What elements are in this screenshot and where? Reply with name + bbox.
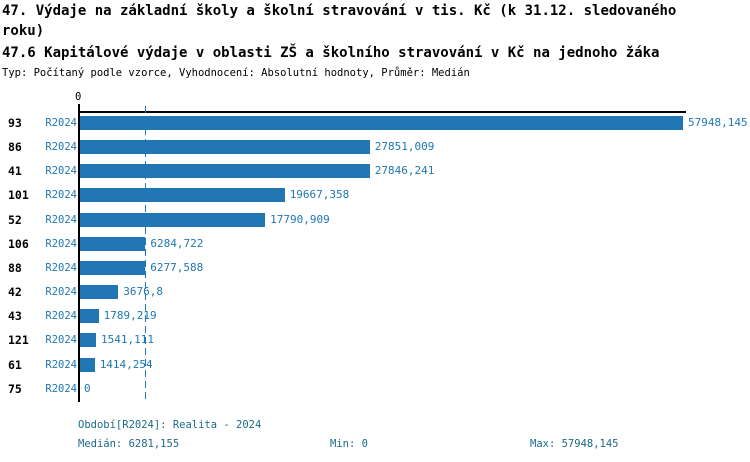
period-label: R2024 — [45, 189, 77, 202]
category-label: 43 — [8, 309, 22, 324]
x-axis-line — [78, 111, 686, 113]
value-bar — [80, 212, 266, 227]
y-axis-line — [78, 111, 80, 402]
chart-row: 61 R2024 1414,254 — [0, 353, 750, 377]
value-bar — [80, 140, 370, 155]
value-bar — [80, 236, 146, 251]
category-label: 121 — [8, 333, 29, 348]
period-label: R2024 — [45, 141, 77, 154]
value-label: 3676,8 — [123, 285, 164, 299]
chart-row: 88 R2024 6277,588 — [0, 256, 750, 280]
value-bar — [80, 357, 95, 372]
report-title-line-1: 47. Výdaje na základní školy a školní st… — [2, 3, 677, 19]
chart-row: 106 R2024 6284,722 — [0, 232, 750, 256]
value-label: 17790,909 — [270, 212, 330, 226]
chart-row: 41 R2024 27846,241 — [0, 159, 750, 183]
chart-row: 121 R2024 1541,111 — [0, 328, 750, 352]
chart-row: 52 R2024 17790,909 — [0, 208, 750, 232]
footer-min: Min: 0 — [330, 438, 368, 450]
chart-row: 93 R2024 57948,145 — [0, 111, 750, 135]
footer-max: Max: 57948,145 — [530, 438, 619, 450]
value-bar — [80, 188, 285, 203]
period-label: R2024 — [45, 117, 77, 129]
indicator-subtitle: 47.6 Kapitálové výdaje v oblasti ZŠ a šk… — [2, 45, 660, 61]
value-label: 6277,588 — [150, 260, 204, 274]
report-title-line-2: roku) — [2, 23, 45, 39]
category-label: 61 — [8, 357, 22, 372]
value-bar — [80, 164, 370, 179]
period-label: R2024 — [45, 382, 77, 395]
value-label: 1414,254 — [99, 357, 153, 371]
value-label: 1541,111 — [101, 333, 154, 347]
category-label: 75 — [8, 381, 22, 396]
period-label: R2024 — [45, 261, 77, 274]
chart-row: 42 R2024 3676,8 — [0, 280, 750, 304]
chart-row: 101 R2024 19667,358 — [0, 183, 750, 207]
value-bar — [80, 116, 683, 130]
x-axis-tick-mark — [78, 104, 80, 111]
period-label: R2024 — [45, 237, 77, 250]
footer-median: Medián: 6281,155 — [78, 438, 180, 450]
x-axis-tick-label-zero: 0 — [75, 91, 82, 103]
category-label: 101 — [8, 188, 29, 203]
period-label: R2024 — [45, 213, 77, 226]
median-reference-line — [145, 106, 147, 403]
value-bar — [80, 260, 146, 275]
chart-row: 86 R2024 27851,009 — [0, 135, 750, 159]
value-label: 0 — [84, 381, 91, 395]
value-label: 27851,009 — [374, 140, 435, 154]
category-label: 52 — [8, 212, 22, 227]
indicator-meta: Typ: Počítaný podle vzorce, Vyhodnocení:… — [2, 67, 470, 79]
value-label: 27846,241 — [374, 164, 435, 178]
category-label: 86 — [8, 140, 22, 155]
category-label: 88 — [8, 260, 22, 275]
category-label: 41 — [8, 164, 22, 179]
category-label: 106 — [8, 236, 29, 251]
period-label: R2024 — [45, 334, 77, 347]
value-bar — [80, 333, 96, 348]
period-label: R2024 — [45, 165, 77, 178]
footer-period-info: Období[R2024]: Realita - 2024 — [78, 419, 262, 431]
value-label: 6284,722 — [150, 236, 204, 250]
chart-rows: 93 R2024 57948,145 86 R2024 27851,009 41 R2024 2… — [0, 111, 750, 401]
period-label: R2024 — [45, 310, 77, 323]
period-label: R2024 — [45, 358, 77, 371]
category-label: 93 — [8, 116, 22, 130]
value-label: 57948,145 — [688, 116, 748, 129]
period-label: R2024 — [45, 286, 77, 299]
category-label: 42 — [8, 285, 22, 300]
chart-row: 75 R2024 0 — [0, 377, 750, 401]
chart-row: 43 R2024 1789,219 — [0, 304, 750, 328]
value-bar — [80, 309, 99, 324]
value-bar — [80, 285, 119, 300]
value-label: 19667,358 — [289, 188, 350, 202]
value-label: 1789,219 — [103, 309, 157, 323]
